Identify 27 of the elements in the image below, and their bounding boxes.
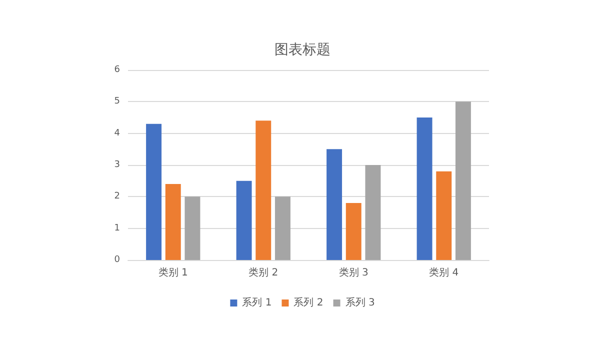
bar [455,102,471,260]
bar [256,120,272,260]
bar [236,180,252,260]
bar [146,124,162,260]
y-tick-label: 3 [114,160,120,170]
bar [165,184,181,260]
y-tick-label: 0 [114,255,120,265]
y-tick-label: 6 [114,65,120,75]
legend-label: 系列 1 [242,296,272,308]
x-tick-label: 类别 4 [429,266,459,278]
y-tick-label: 1 [114,223,120,234]
chart-title: 图表标题 [274,42,330,58]
x-tick-label: 类别 3 [338,266,368,278]
bar [365,165,381,260]
bar [274,196,290,260]
bar [184,196,200,260]
bar [346,203,362,260]
y-tick-label: 4 [114,128,120,138]
x-tick-label: 类别 2 [248,266,278,278]
y-tick-label: 5 [114,96,120,107]
legend-label: 系列 2 [294,296,324,308]
y-tick-label: 2 [114,192,120,202]
bar [416,118,432,260]
bar [326,149,342,260]
legend-label: 系列 3 [345,296,375,308]
bar [436,171,452,260]
x-tick-label: 类别 1 [158,266,188,278]
